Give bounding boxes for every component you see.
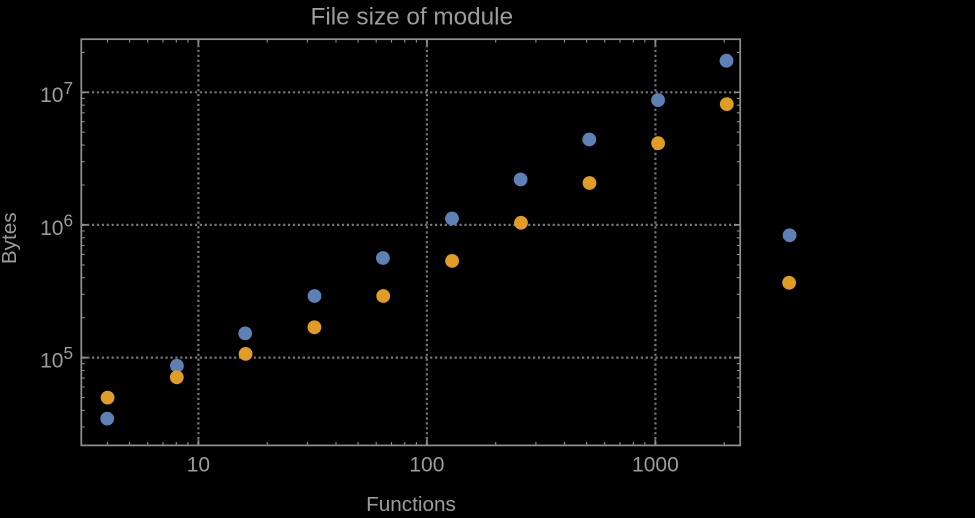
svg-text:1000: 1000: [632, 454, 679, 477]
svg-text:Functions: Functions: [366, 493, 456, 513]
svg-text:Bytes: Bytes: [0, 212, 21, 264]
svg-text:File size of module: File size of module: [311, 4, 514, 31]
svg-text:10: 10: [187, 454, 210, 477]
svg-text:100: 100: [409, 454, 444, 477]
